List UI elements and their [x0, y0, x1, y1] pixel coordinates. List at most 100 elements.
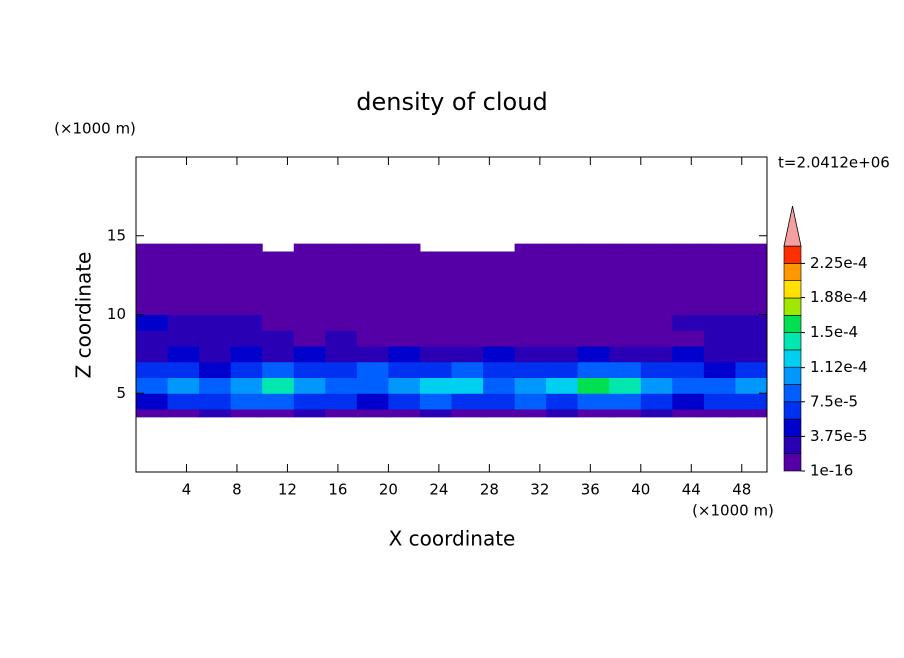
colorbar-tick-label: 1.5e-4 [810, 323, 858, 341]
contour-cell [199, 251, 232, 268]
contour-cell [230, 377, 263, 394]
contour-cell [546, 267, 579, 284]
contour-cell [703, 361, 736, 378]
contour-cell [388, 314, 421, 331]
contour-cell [199, 330, 232, 347]
contour-cell [735, 283, 768, 300]
x-axis-label: X coordinate [389, 527, 516, 551]
contour-cell [167, 267, 200, 284]
contour-cell [199, 346, 232, 363]
contour-cell [609, 377, 642, 394]
contour-cell [325, 251, 358, 268]
contour-cell [735, 330, 768, 347]
colorbar-box [783, 297, 802, 316]
contour-cell [356, 330, 389, 347]
contour-cell [167, 243, 200, 252]
contour-cell [293, 267, 326, 284]
contour-cell [672, 243, 705, 252]
contour-cell [167, 409, 200, 418]
contour-cell [136, 283, 169, 300]
contour-cell [388, 346, 421, 363]
contour-cell [199, 314, 232, 331]
y-tick-label: 5 [116, 384, 126, 402]
contour-cell [640, 330, 673, 347]
contour-cell [514, 267, 547, 284]
contour-cell [703, 409, 736, 418]
contour-cell [640, 283, 673, 300]
contour-cell [388, 377, 421, 394]
contour-cell [483, 283, 516, 300]
contour-cell [514, 377, 547, 394]
contour-cell [262, 361, 295, 378]
contour-cell [293, 298, 326, 315]
contour-cell [703, 330, 736, 347]
contour-cell [735, 314, 768, 331]
contour-cell [136, 243, 169, 252]
contour-cell [199, 377, 232, 394]
contour-cell [199, 393, 232, 410]
contour-cell [609, 361, 642, 378]
contour-cell [703, 346, 736, 363]
contour-cell [262, 251, 295, 268]
contour-cell [640, 377, 673, 394]
colorbar-tick-label: 1e-16 [810, 462, 853, 480]
contour-cell [419, 251, 452, 268]
contour-cell [577, 393, 610, 410]
contour-cell [356, 393, 389, 410]
contour-cell [483, 330, 516, 347]
colorbar-box [783, 263, 802, 281]
contour-cell [230, 314, 263, 331]
contour-cell [514, 346, 547, 363]
contour-cell [451, 409, 484, 418]
contour-cell [356, 267, 389, 284]
contour-cell [325, 283, 358, 300]
contour-cell [325, 377, 358, 394]
contour-cell [514, 314, 547, 331]
colorbar-box [783, 436, 802, 454]
contour-cell [546, 314, 579, 331]
x-tick-label: 48 [732, 481, 751, 499]
contour-cell [703, 283, 736, 300]
contour-cell [672, 330, 705, 347]
contour-cell [672, 346, 705, 363]
colorbar-box [783, 418, 802, 437]
contour-cell [136, 393, 169, 410]
contour-cell [230, 409, 263, 418]
x-tick-label: 44 [682, 481, 701, 499]
contour-cell [735, 393, 768, 410]
y-tick-label: 10 [107, 305, 126, 323]
contour-cell [546, 298, 579, 315]
contour-cell [703, 298, 736, 315]
contour-cell [483, 346, 516, 363]
contour-cell [703, 314, 736, 331]
contour-cell [451, 393, 484, 410]
contour-cell [167, 314, 200, 331]
contour-cell [262, 298, 295, 315]
contour-cell [325, 330, 358, 347]
contour-cell [293, 377, 326, 394]
contour-cell [672, 251, 705, 268]
contour-cell [293, 361, 326, 378]
x-tick-label: 28 [480, 481, 499, 499]
contour-cell [325, 314, 358, 331]
x-tick-label: 40 [631, 481, 650, 499]
contour-cell [483, 361, 516, 378]
contour-cell [199, 267, 232, 284]
contour-cell [293, 243, 326, 252]
contour-cell [577, 377, 610, 394]
contour-cell [136, 409, 169, 418]
contour-cell [388, 243, 421, 252]
chart-title: density of cloud [356, 88, 547, 116]
contour-cell [230, 243, 263, 252]
contour-cell [419, 409, 452, 418]
colorbar-tick-label: 1.88e-4 [810, 288, 868, 306]
contour-cell [293, 314, 326, 331]
contour-cell [262, 314, 295, 331]
contour-cell [199, 361, 232, 378]
contour-cell [451, 346, 484, 363]
contour-cell [262, 377, 295, 394]
contour-cell [167, 361, 200, 378]
contour-cell [167, 330, 200, 347]
colorbar-box [783, 280, 802, 299]
contour-cell [451, 330, 484, 347]
